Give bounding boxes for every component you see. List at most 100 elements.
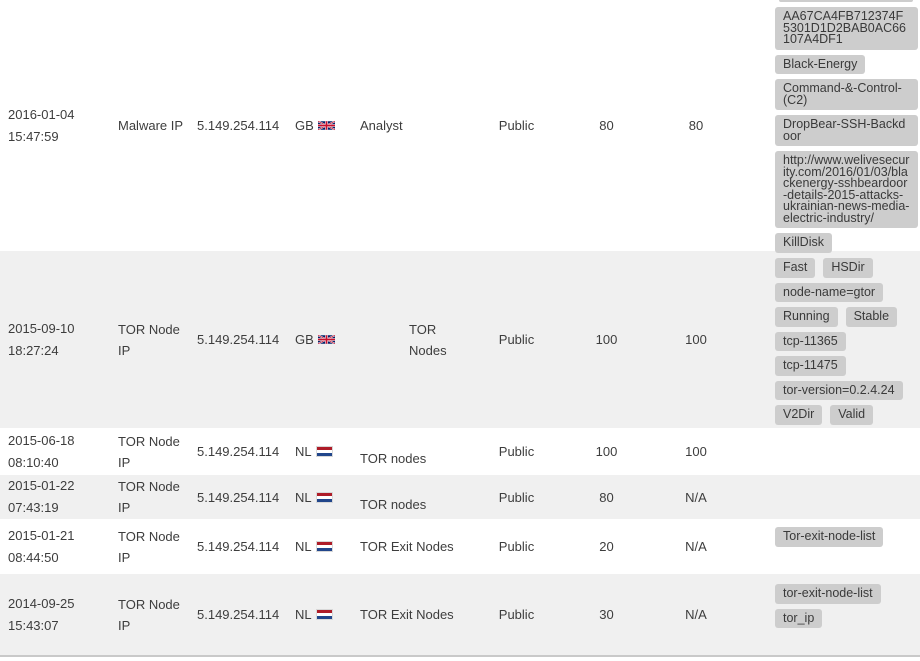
tag-chip[interactable]: Tor-exit-node-list [775,527,884,547]
score2-text: 80 [688,118,704,133]
ip-text: 5.149.254.114 [197,489,280,505]
table-row: 2016-01-04 15:47:59 Malware IP 5.149.254… [0,0,920,253]
record-type-text: Malware IP [118,118,184,133]
tag-chip[interactable]: http://www.welivesecurity.com/2016/01/03… [775,151,918,228]
score2-text: 100 [685,332,707,347]
visibility-text: Public [498,607,535,622]
cell-record-type: Malware IP [110,115,192,136]
time-text: 15:47:59 [8,128,59,144]
cell-ip-address: 5.149.254.114 [192,604,289,625]
date-text: 2015-01-22 [8,478,75,493]
score2-text: N/A [685,607,707,622]
flag-nl-icon [315,541,333,552]
cell-record-type: TOR Node IP [110,476,192,518]
cell-ip-address: 5.149.254.114 [192,441,289,462]
cell-timestamp: 2015-01-21 08:44:50 [0,525,110,569]
record-type-text: TOR Node IP [118,433,180,470]
score1-text: 20 [599,539,614,554]
table-row: 2014-09-25 15:43:07 TOR Node IP 5.149.25… [0,574,920,655]
tag-chip[interactable]: Valid [830,405,874,425]
time-text: 08:10:40 [8,454,59,470]
cell-tags: tor-exit-node-list tor_ip [742,574,920,655]
source-text: Analyst [360,118,403,133]
cell-visibility: Public [470,536,563,557]
cell-country: GB [289,329,348,350]
cell-visibility: Public [470,329,563,350]
record-type-text: TOR Node IP [118,528,180,565]
cell-record-type: TOR Node IP [110,594,192,636]
country-code: GB [295,118,314,133]
flag-nl-icon [315,491,333,503]
time-text: 07:43:19 [8,500,59,515]
table-row: 2015-01-22 07:43:19 TOR Node IP 5.149.25… [0,475,920,519]
time-text: 08:44:50 [8,549,59,565]
country-code: NL [295,489,312,505]
date-text: 2014-09-25 [8,595,75,611]
tag-chip[interactable]: tor_ip [775,608,823,628]
date-text: 2015-01-21 [8,527,75,543]
tag-chip[interactable]: DropBear-SSH-Backdoor [775,115,918,146]
cell-record-type: TOR Node IP [110,526,192,568]
cell-visibility: Public [470,604,563,625]
ip-text: 5.149.254.114 [197,444,280,459]
cell-source: TOR nodes [348,487,470,512]
cell-source: TOR Nodes [348,319,470,361]
tag-chip[interactable]: Black-Energy [775,54,866,74]
source-text: TOR Nodes [409,321,447,358]
cell-country: NL [289,441,348,462]
tag-chip[interactable]: Running [775,307,838,327]
cell-country: GB [289,115,348,136]
tag-chip[interactable]: Stable [845,307,898,327]
table-row-partial [0,655,920,661]
cell-ip-address: 5.149.254.114 [192,329,289,350]
visibility-text: Public [498,118,535,133]
tag-chip[interactable]: node-name=gtor [775,282,884,302]
score2-text: 100 [685,444,707,459]
tag-chip[interactable]: Command-&-Control-(C2) [775,79,918,110]
cell-tags: AA67CA4FB712374F5301D1D2BAB0AC66107A4DF1… [742,0,920,253]
country-code: NL [295,444,312,459]
cell-score1: 20 [563,536,650,557]
ip-text: 5.149.254.114 [197,539,280,554]
score1-text: 80 [599,489,614,505]
cell-country: NL [289,536,348,557]
cell-source: TOR Exit Nodes [348,604,470,625]
flag-nl-icon [315,609,333,620]
partial-tag-top [779,0,913,2]
tag-chip[interactable]: HSDir [823,258,873,278]
visibility-text: Public [498,539,535,554]
time-text: 15:43:07 [8,617,59,633]
tag-chip[interactable]: tor-exit-node-list [775,584,881,604]
country-code: NL [295,607,312,622]
record-type-text: TOR Node IP [118,596,180,633]
cell-visibility: Public [470,487,563,508]
tag-chip[interactable]: tor-version=0.2.4.24 [775,380,903,400]
cell-timestamp: 2015-01-22 07:43:19 [0,475,110,519]
cell-ip-address: 5.149.254.114 [192,536,289,557]
cell-country: NL [289,487,348,508]
source-text: TOR Exit Nodes [360,539,454,554]
tag-chip[interactable]: KillDisk [775,233,832,253]
cell-source: TOR nodes [348,441,470,466]
cell-timestamp: 2014-09-25 15:43:07 [0,593,110,637]
tag-chip[interactable]: AA67CA4FB712374F5301D1D2BAB0AC66107A4DF1 [775,7,918,50]
cell-visibility: Public [470,115,563,136]
cell-tags [742,475,920,519]
tag-chip[interactable]: Fast [775,258,816,278]
cell-score1: 100 [563,329,650,350]
cell-score2: N/A [650,604,742,625]
cell-score2: 80 [650,115,742,136]
record-type-text: TOR Node IP [118,321,180,358]
score1-text: 80 [599,118,614,133]
tag-chip[interactable]: tcp-11365 [775,331,846,351]
tag-chip[interactable]: V2Dir [775,405,823,425]
table-row: 2015-09-10 18:27:24 TOR Node IP 5.149.25… [0,251,920,428]
date-text: 2015-06-18 [8,432,75,448]
time-text: 18:27:24 [8,342,59,358]
tag-chip[interactable]: tcp-11475 [775,356,846,376]
visibility-text: Public [498,444,535,459]
score1-text: 100 [595,332,618,347]
flag-nl-icon [315,446,333,457]
cell-score1: 80 [563,487,650,508]
